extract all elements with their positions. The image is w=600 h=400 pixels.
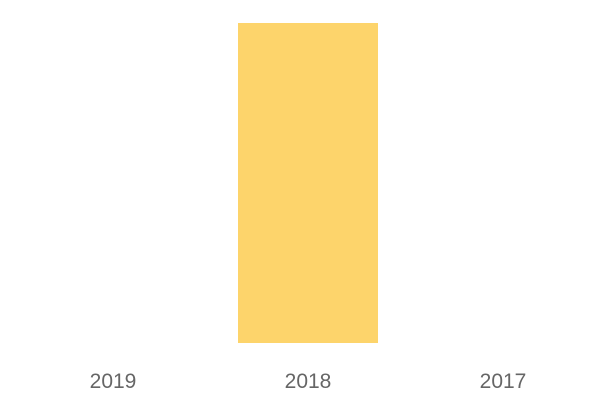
bars-group (238, 23, 378, 343)
x-tick-label-2018: 2018 (285, 370, 332, 393)
x-axis-labels: 2019 2018 2017 (90, 370, 527, 393)
x-tick-label-2019: 2019 (90, 370, 137, 393)
bar-2018 (238, 23, 378, 343)
x-tick-label-2017: 2017 (480, 370, 527, 393)
